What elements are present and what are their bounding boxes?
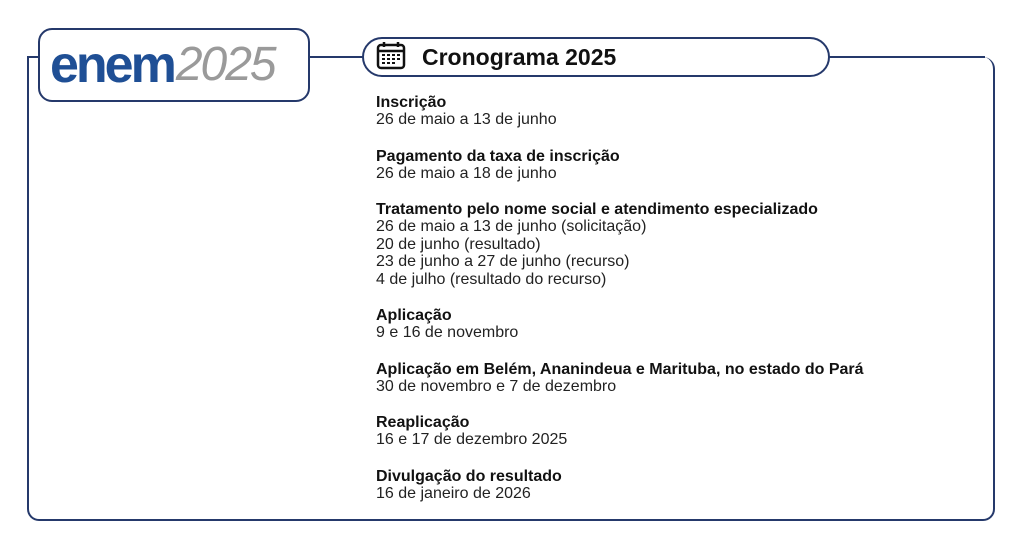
schedule-item-date: 9 e 16 de novembro xyxy=(376,324,519,341)
schedule-item-title: Aplicação em Belém, Ananindeua e Maritub… xyxy=(376,360,864,378)
schedule-item-date: 4 de julho (resultado do recurso) xyxy=(376,270,607,288)
divider xyxy=(828,56,985,58)
logo-brand: enem xyxy=(50,36,177,94)
schedule-item-date: 20 de junho (resultado) xyxy=(376,235,541,253)
divider xyxy=(27,56,39,58)
schedule-item-title: Inscrição xyxy=(376,94,447,111)
header-pill: Cronograma 2025 xyxy=(362,37,830,77)
schedule-item-date: 16 e 17 de dezembro 2025 xyxy=(376,431,568,448)
schedule-item: Aplicação em Belém, Ananindeua e Maritub… xyxy=(376,361,864,396)
schedule-item-title: Tratamento pelo nome social e atendiment… xyxy=(376,201,818,218)
calendar-icon xyxy=(376,40,406,75)
schedule-item: Inscrição 26 de maio a 13 de junho xyxy=(376,94,864,129)
schedule-item: Divulgação do resultado 16 de janeiro de … xyxy=(376,468,864,503)
schedule-item-date: 30 de novembro e 7 de dezembro xyxy=(376,377,617,395)
schedule-item: Aplicação 9 e 16 de novembro xyxy=(376,307,864,342)
schedule-item-date: 26 de maio a 18 de junho xyxy=(376,164,557,182)
logo-year: 2025 xyxy=(175,38,277,91)
schedule-item-date: 16 de janeiro de 2026 xyxy=(376,484,531,502)
schedule-item-date: 23 de junho a 27 de junho (recurso) xyxy=(376,253,630,270)
schedule-item-title: Divulgação do resultado xyxy=(376,467,562,485)
schedule-item: Reaplicação 16 e 17 de dezembro 2025 xyxy=(376,414,864,449)
schedule-item: Pagamento da taxa de inscrição 26 de maio… xyxy=(376,148,864,183)
schedule-frame xyxy=(27,57,995,521)
page-title: Cronograma 2025 xyxy=(422,43,617,70)
schedule-item-title: Reaplicação xyxy=(376,414,470,431)
schedule-item-date: 26 de maio a 13 de junho xyxy=(376,111,557,128)
schedule-list: Inscrição 26 de maio a 13 de junho Pagamen… xyxy=(376,94,864,521)
schedule-item-title: Aplicação xyxy=(376,307,452,324)
schedule-item-date: 26 de maio a 13 de junho (solicitação) xyxy=(376,218,647,235)
schedule-item: Tratamento pelo nome social e atendiment… xyxy=(376,201,864,288)
enem-logo: enem 2025 xyxy=(38,28,310,102)
schedule-item-title: Pagamento da taxa de inscrição xyxy=(376,147,620,165)
divider xyxy=(308,56,364,58)
